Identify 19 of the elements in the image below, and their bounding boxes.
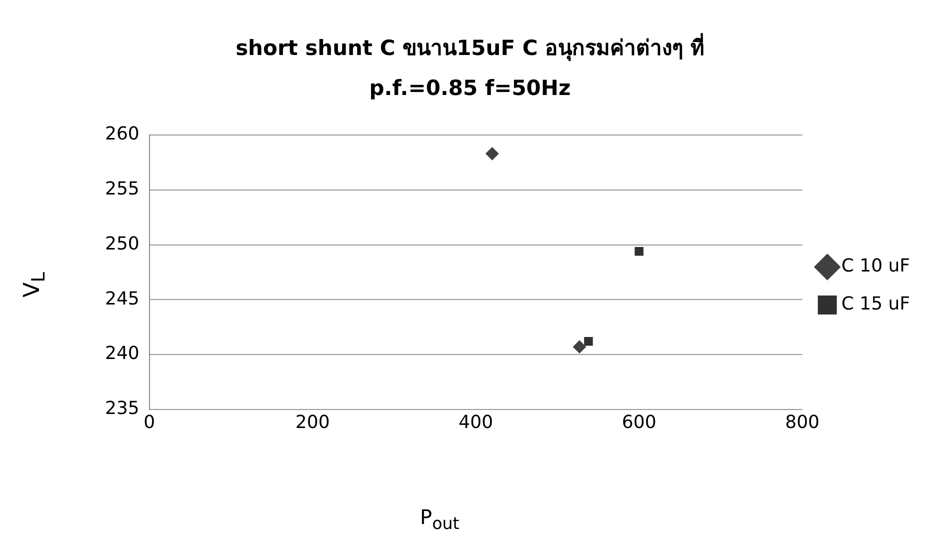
x-tick-label: 400 (458, 412, 494, 433)
y-tick-label: 260 (104, 124, 140, 145)
y-tick-label: 245 (104, 288, 140, 310)
x-tick-label: 200 (295, 412, 330, 433)
y-tick-label: 255 (104, 178, 140, 200)
y-tick-label: 250 (104, 233, 140, 254)
point (634, 246, 644, 256)
x-tick-label: 800 (785, 412, 820, 433)
legend-label: C 15 uF (841, 294, 910, 315)
chart-title: short shunt C ขนาน15uF C อนุกรมค่าต่างๆ ที่ p.f.=0.85 f=50Hz (234, 32, 706, 102)
x-axis-title: P$_{out}$ (420, 505, 460, 533)
point (572, 340, 586, 354)
x-tick-label: 600 (622, 412, 656, 433)
point (486, 147, 499, 160)
legend-label: C 10 uF (841, 256, 910, 277)
x-tick-label: 0 (144, 412, 156, 433)
point (584, 336, 593, 346)
y-tick-label: 240 (104, 343, 140, 364)
y-tick-label: 235 (104, 398, 140, 420)
